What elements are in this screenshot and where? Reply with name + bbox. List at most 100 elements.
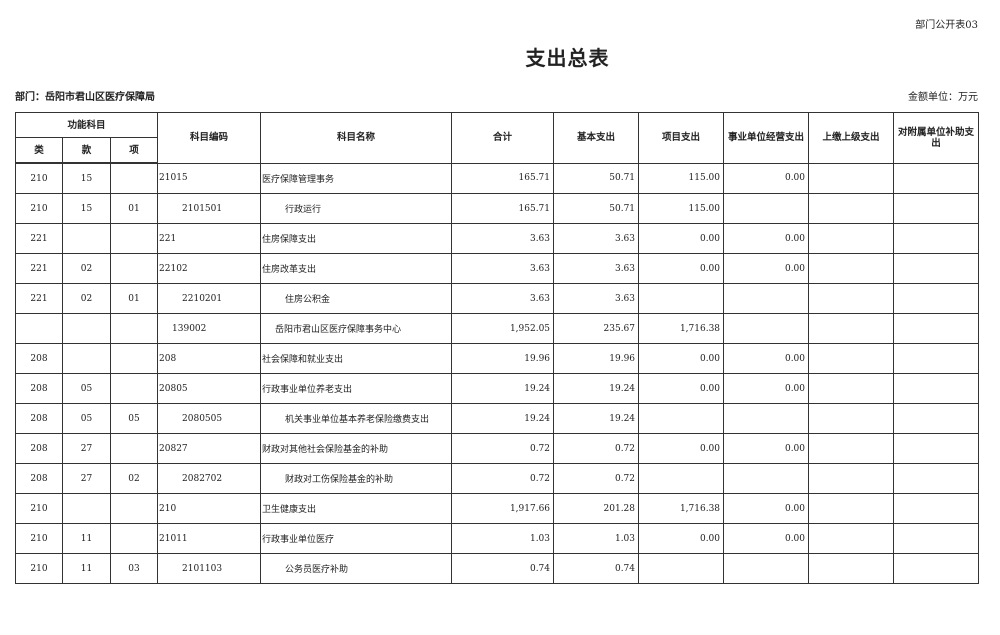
cell-total: 165.71 <box>451 162 555 194</box>
header-code: 科目编码 <box>157 112 262 164</box>
cell-xiang: 03 <box>109 553 159 584</box>
cell-remit <box>808 162 895 194</box>
cell-xiang: 05 <box>109 403 159 434</box>
cell-subsidy <box>893 162 980 194</box>
cell-code: 2082702 <box>157 463 262 494</box>
cell-name: 行政事业单位医疗 <box>260 523 453 554</box>
cell-xiang <box>109 313 159 344</box>
cell-code: 2101103 <box>157 553 262 584</box>
cell-total: 1,952.05 <box>451 313 555 344</box>
cell-business <box>723 553 810 584</box>
cell-name: 住房保障支出 <box>260 223 453 254</box>
cell-name: 公务员医疗补助 <box>260 553 453 584</box>
cell-code: 2210201 <box>157 283 262 314</box>
cell-name: 财政对其他社会保险基金的补助 <box>260 433 453 464</box>
cell-business: 0.00 <box>723 162 810 194</box>
cell-code: 20827 <box>157 433 262 464</box>
cell-basic: 3.63 <box>553 223 640 254</box>
header-xiang: 项 <box>109 137 159 164</box>
cell-xiang <box>109 253 159 284</box>
cell-remit <box>808 463 895 494</box>
cell-total: 3.63 <box>451 223 555 254</box>
header-subsidy: 对附属单位补助支出 <box>893 112 980 164</box>
cell-kuan <box>62 493 111 524</box>
cell-business: 0.00 <box>723 253 810 284</box>
cell-kuan: 05 <box>62 403 111 434</box>
cell-business: 0.00 <box>723 433 810 464</box>
header-name: 科目名称 <box>260 112 453 164</box>
cell-code: 208 <box>157 343 262 374</box>
cell-subsidy <box>893 343 980 374</box>
header-remit: 上缴上级支出 <box>808 112 895 164</box>
cell-name: 行政运行 <box>260 193 453 224</box>
cell-basic: 0.72 <box>553 463 640 494</box>
cell-code: 139002 <box>157 313 262 344</box>
cell-kuan: 15 <box>62 193 111 224</box>
table-row: 210 11 03 2101103 公务员医疗补助 0.74 0.74 <box>15 553 980 584</box>
cell-total: 0.72 <box>451 433 555 464</box>
table-row: 208 27 20827 财政对其他社会保险基金的补助 0.72 0.72 0.00 0.00 <box>15 433 980 464</box>
cell-business <box>723 463 810 494</box>
cell-kuan: 15 <box>62 162 111 194</box>
cell-lei: 221 <box>15 283 63 314</box>
cell-code: 210 <box>157 493 262 524</box>
cell-remit <box>808 283 895 314</box>
cell-subsidy <box>893 283 980 314</box>
cell-name: 住房公积金 <box>260 283 453 314</box>
table-row: 139002 岳阳市君山区医疗保障事务中心 1,952.05 235.67 1,716.… <box>15 313 980 344</box>
cell-basic: 19.96 <box>553 343 640 374</box>
cell-basic: 50.71 <box>553 193 640 224</box>
table-row: 208 208 社会保障和就业支出 19.96 19.96 0.00 0.00 <box>15 343 980 374</box>
cell-name: 住房改革支出 <box>260 253 453 284</box>
cell-business <box>723 283 810 314</box>
cell-kuan <box>62 313 111 344</box>
cell-remit <box>808 433 895 464</box>
cell-project <box>638 403 725 434</box>
cell-total: 165.71 <box>451 193 555 224</box>
cell-lei: 208 <box>15 463 63 494</box>
cell-total: 1.03 <box>451 523 555 554</box>
cell-lei: 208 <box>15 343 63 374</box>
cell-business: 0.00 <box>723 523 810 554</box>
cell-name: 社会保障和就业支出 <box>260 343 453 374</box>
cell-lei: 208 <box>15 373 63 404</box>
cell-business: 0.00 <box>723 373 810 404</box>
cell-total: 0.72 <box>451 463 555 494</box>
cell-subsidy <box>893 373 980 404</box>
expenditure-table: 功能科目 科目编码 科目名称 合计 基本支出 项目支出 事业单位经营支出 上缴上… <box>14 112 980 584</box>
cell-kuan: 27 <box>62 463 111 494</box>
cell-lei: 221 <box>15 253 63 284</box>
cell-total: 19.96 <box>451 343 555 374</box>
cell-total: 19.24 <box>451 373 555 404</box>
cell-kuan <box>62 223 111 254</box>
cell-total: 19.24 <box>451 403 555 434</box>
header-lei: 类 <box>15 137 63 164</box>
amount-unit-label: 金额单位：万元 <box>908 92 978 103</box>
cell-total: 3.63 <box>451 283 555 314</box>
cell-remit <box>808 403 895 434</box>
cell-lei: 208 <box>15 433 63 464</box>
cell-name: 财政对工伤保险基金的补助 <box>260 463 453 494</box>
cell-remit <box>808 493 895 524</box>
cell-xiang <box>109 373 159 404</box>
cell-lei: 210 <box>15 553 63 584</box>
cell-kuan: 11 <box>62 553 111 584</box>
table-row: 208 05 05 2080505 机关事业单位基本养老保险缴费支出 19.24 19.24 <box>15 403 980 434</box>
header-basic: 基本支出 <box>553 112 640 164</box>
header-func-subject: 功能科目 <box>14 112 159 138</box>
cell-xiang <box>109 223 159 254</box>
cell-total: 1,917.66 <box>451 493 555 524</box>
table-row: 221 02 01 2210201 住房公积金 3.63 3.63 <box>15 283 980 314</box>
header-project: 项目支出 <box>638 112 725 164</box>
cell-lei <box>15 313 63 344</box>
cell-name: 行政事业单位养老支出 <box>260 373 453 404</box>
cell-lei: 210 <box>15 493 63 524</box>
table-row: 210 15 01 2101501 行政运行 165.71 50.71 115.00 <box>15 193 980 224</box>
cell-project: 0.00 <box>638 373 725 404</box>
cell-subsidy <box>893 403 980 434</box>
cell-subsidy <box>893 523 980 554</box>
cell-xiang: 02 <box>109 463 159 494</box>
cell-project: 1,716.38 <box>638 313 725 344</box>
cell-business <box>723 193 810 224</box>
cell-remit <box>808 313 895 344</box>
